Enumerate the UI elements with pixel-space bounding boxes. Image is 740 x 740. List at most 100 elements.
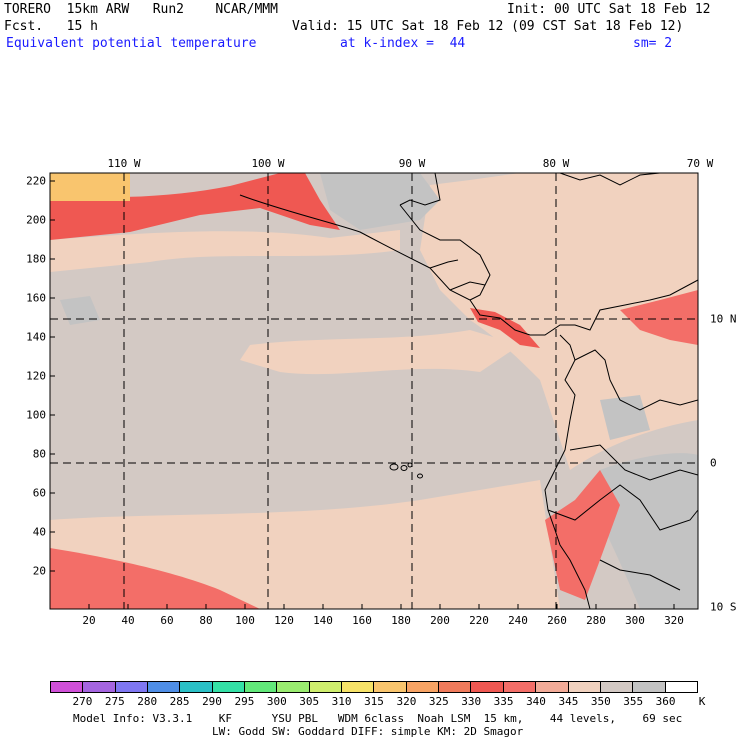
x-tick-label: 320 [664,614,684,627]
x-tick-label: 120 [274,614,294,627]
y-tick-label: 200 [26,213,46,227]
colorbar-swatch [277,682,310,692]
colorbar-swatch [503,682,537,692]
colorbar-swatch [309,682,343,692]
y-tick-label: 120 [26,369,46,383]
cool-patch-east [600,395,650,440]
x-tick-label: 300 [625,614,645,627]
lon-label-110w: 110 W [107,157,141,170]
colorbar-label: 300 [266,695,287,708]
colorbar-label: 320 [396,695,417,708]
y-tick-label: 40 [32,525,46,539]
model-info: Model Info: V3.3.1 KF YSU PBL WDM 6class… [73,712,683,725]
colorbar-label: 285 [169,695,190,708]
hot-zone-east [620,290,698,345]
y-tick-label: 80 [32,447,46,461]
hot-zone-corner [50,173,130,201]
colorbar-label: 310 [331,695,352,708]
header-model-line: TORERO 15km ARW Run2 NCAR/MMM [4,2,278,17]
land-cool-south [590,453,698,609]
field-name: Equivalent potential temperature [6,36,257,51]
colorbar-swatch [180,682,213,692]
x-tick-label: 80 [199,614,213,627]
colorbar-swatch [245,682,278,692]
colorbar-label: 275 [104,695,125,708]
x-tick-label: 220 [469,614,489,627]
land-cool-north [320,173,440,230]
colorbar-swatch [51,682,84,692]
colorbar-label: 270 [72,695,93,708]
lat-label-10s: 10 S [710,600,737,614]
map-frame [49,172,699,610]
colorbar-swatch [600,682,634,692]
y-tick-label: 180 [26,252,46,266]
colorbar-label: 355 [623,695,644,708]
header-valid-time: Valid: 15 UTC Sat 18 Feb 12 (09 CST Sat … [292,19,684,34]
colorbar-label: 295 [234,695,255,708]
axis-ticks [50,180,675,609]
colorbar-swatch [374,682,407,692]
smoothing-value: sm= 2 [633,36,673,51]
colorbar-swatch [342,682,375,692]
hot-zone-south-pacific [50,548,260,609]
header-forecast-hour: Fcst. 15 h [4,19,98,34]
y-tick-label: 20 [32,564,46,578]
colorbar-label: 315 [364,695,384,708]
y-tick-label: 140 [26,330,46,344]
colorbar-swatch [212,682,246,692]
galapagos-islands [389,462,423,479]
x-tick-label: 140 [313,614,333,627]
lat-label-equator: 0 [710,456,717,470]
colorbar-swatch [536,682,569,692]
hot-zone-costa-rica [470,308,540,348]
x-tick-label: 60 [160,614,174,627]
lon-label-70w: 70 W [686,157,714,170]
lat-label-10n: 10 N [710,312,737,326]
physics-info: LW: Godd SW: Goddard DIFF: simple KM: 2D… [212,725,524,738]
x-tick-label: 280 [586,614,606,627]
colorbar-label: 330 [461,695,482,708]
colorbar-label: 325 [428,695,449,708]
lon-label-80w: 80 W [542,157,570,170]
colorbar-swatch [665,682,697,692]
y-tick-label: 160 [26,291,46,305]
lat-lon-grid [50,173,698,609]
x-tick-label: 100 [235,614,255,627]
x-tick-label: 240 [508,614,528,627]
map-plot [49,172,699,610]
colorbar-swatch [568,682,601,692]
y-tick-label: 100 [26,408,46,422]
lon-label-90w: 90 W [398,157,426,170]
colorbar-swatch [406,682,440,692]
cool-patch-pacific [60,296,100,325]
colorbar-label: 350 [590,695,611,708]
warm-band-north [50,230,400,272]
colorbar-label: 305 [299,695,320,708]
colorbar-label: 290 [202,695,222,708]
colorbar-swatch [471,682,504,692]
x-tick-label: 260 [547,614,567,627]
x-tick-label: 20 [82,614,96,627]
colorbar-swatch [115,682,149,692]
hot-zone-andes [545,470,620,600]
y-tick-label: 220 [26,174,46,188]
warm-band-mid [240,330,520,375]
colorbar-label: 280 [137,695,158,708]
lon-label-100w: 100 W [251,157,285,170]
coastlines [239,173,698,609]
colorbar-swatch [83,682,116,692]
x-tick-label: 200 [430,614,450,627]
colorbar-label: 335 [493,695,514,708]
colorbar-label: 345 [558,695,579,708]
header-init-time: Init: 00 UTC Sat 18 Feb 12 [507,2,711,17]
y-tick-label: 60 [32,486,46,500]
colorbar-label: 360 [655,695,676,708]
colorbar-swatch [633,682,666,692]
colorbar-swatch [148,682,181,692]
colorbar-unit: K [698,695,706,708]
land-warm-north [420,173,698,470]
x-tick-label: 180 [391,614,411,627]
x-tick-label: 160 [352,614,372,627]
x-tick-label: 40 [121,614,135,627]
level-index: at k-index = 44 [340,36,466,51]
